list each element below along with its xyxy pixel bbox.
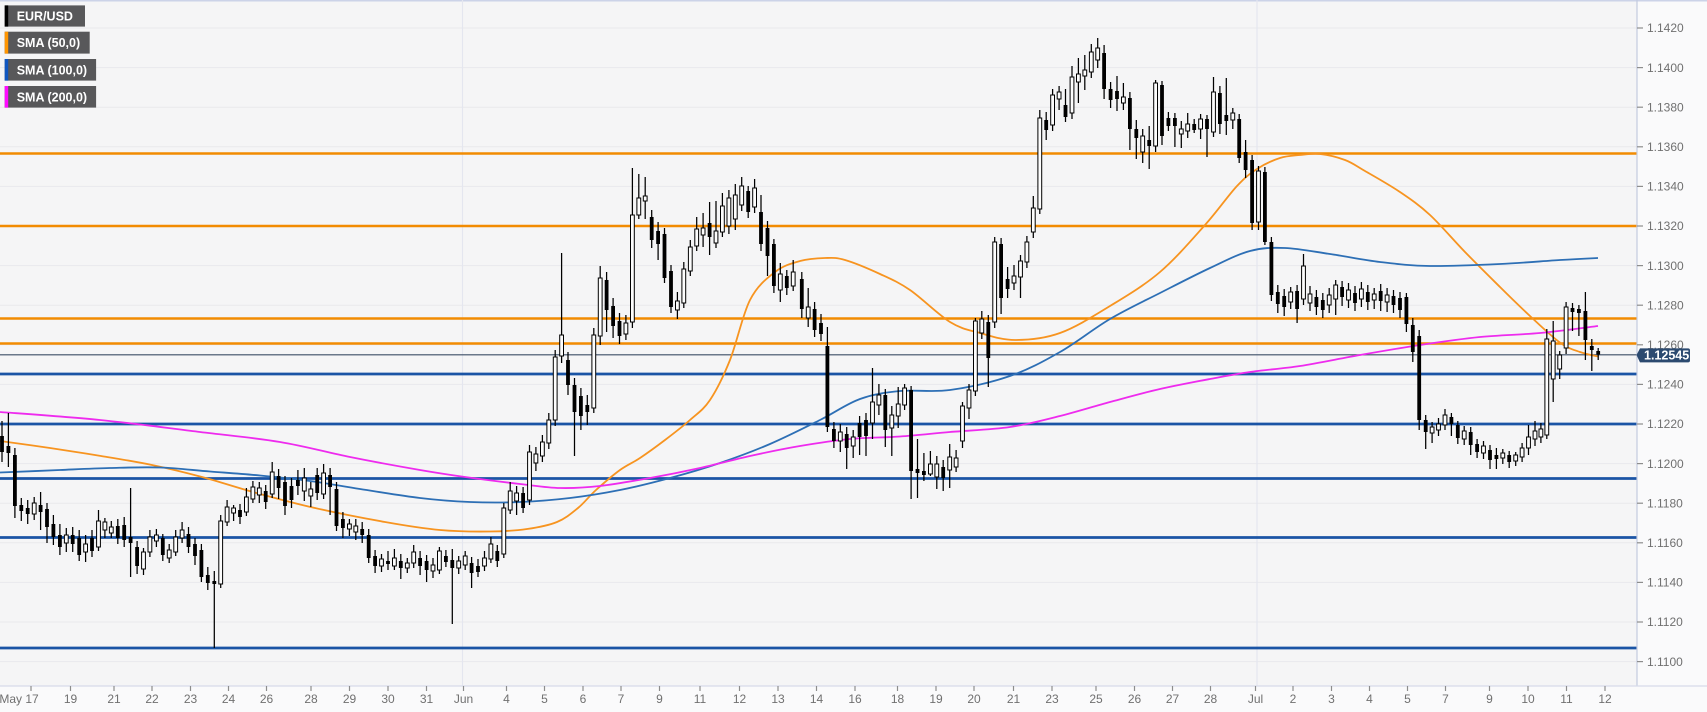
svg-text:1.1180: 1.1180 xyxy=(1647,496,1683,510)
svg-text:25: 25 xyxy=(1089,692,1103,706)
svg-text:22: 22 xyxy=(145,692,159,706)
svg-text:31: 31 xyxy=(420,692,434,706)
svg-text:1.1320: 1.1320 xyxy=(1647,219,1684,233)
svg-text:10: 10 xyxy=(1521,692,1535,706)
svg-text:28: 28 xyxy=(1204,692,1218,706)
svg-text:1.1200: 1.1200 xyxy=(1647,457,1684,471)
svg-text:1.1300: 1.1300 xyxy=(1647,259,1684,273)
svg-text:SMA (200,0): SMA (200,0) xyxy=(17,90,87,104)
svg-text:11: 11 xyxy=(694,692,707,706)
svg-text:18: 18 xyxy=(891,692,905,706)
svg-text:9: 9 xyxy=(1486,692,1493,706)
svg-text:7: 7 xyxy=(1442,692,1449,706)
svg-text:EUR/USD: EUR/USD xyxy=(17,10,73,24)
svg-text:1.1220: 1.1220 xyxy=(1647,417,1684,431)
svg-text:12: 12 xyxy=(1598,692,1612,706)
svg-text:1.1100: 1.1100 xyxy=(1647,655,1683,669)
svg-text:Jul: Jul xyxy=(1248,692,1263,706)
svg-text:6: 6 xyxy=(580,692,587,706)
svg-text:21: 21 xyxy=(107,692,121,706)
svg-text:4: 4 xyxy=(1366,692,1373,706)
svg-text:1.12545: 1.12545 xyxy=(1644,349,1689,363)
svg-text:29: 29 xyxy=(343,692,357,706)
svg-text:1.1380: 1.1380 xyxy=(1647,100,1684,114)
svg-text:23: 23 xyxy=(1045,692,1059,706)
svg-text:14: 14 xyxy=(810,692,824,706)
svg-text:1.1400: 1.1400 xyxy=(1647,61,1684,75)
svg-text:1.1280: 1.1280 xyxy=(1647,298,1684,312)
svg-text:27: 27 xyxy=(1166,692,1180,706)
svg-text:1.1360: 1.1360 xyxy=(1647,140,1684,154)
svg-text:24: 24 xyxy=(222,692,236,706)
svg-text:26: 26 xyxy=(1128,692,1142,706)
svg-text:1.1140: 1.1140 xyxy=(1647,576,1683,590)
svg-text:13: 13 xyxy=(771,692,785,706)
svg-text:23: 23 xyxy=(184,692,198,706)
svg-text:12: 12 xyxy=(733,692,747,706)
svg-text:SMA (50,0): SMA (50,0) xyxy=(17,36,80,50)
svg-text:26: 26 xyxy=(260,692,274,706)
svg-text:1.1160: 1.1160 xyxy=(1647,536,1683,550)
svg-text:4: 4 xyxy=(503,692,510,706)
svg-text:Jun: Jun xyxy=(454,692,473,706)
svg-text:May 17: May 17 xyxy=(0,692,39,706)
svg-text:5: 5 xyxy=(1404,692,1411,706)
svg-text:28: 28 xyxy=(304,692,318,706)
svg-text:21: 21 xyxy=(1007,692,1021,706)
svg-text:16: 16 xyxy=(848,692,862,706)
svg-text:30: 30 xyxy=(381,692,395,706)
svg-text:1.1340: 1.1340 xyxy=(1647,180,1684,194)
svg-text:SMA (100,0): SMA (100,0) xyxy=(17,63,87,77)
svg-text:9: 9 xyxy=(656,692,663,706)
svg-text:19: 19 xyxy=(929,692,943,706)
svg-text:1.1240: 1.1240 xyxy=(1647,378,1684,392)
svg-text:19: 19 xyxy=(64,692,78,706)
svg-text:3: 3 xyxy=(1328,692,1335,706)
svg-text:11: 11 xyxy=(1560,692,1573,706)
svg-text:1.1120: 1.1120 xyxy=(1647,615,1683,629)
svg-text:7: 7 xyxy=(618,692,625,706)
svg-text:5: 5 xyxy=(541,692,548,706)
svg-text:1.1420: 1.1420 xyxy=(1647,21,1684,35)
svg-text:2: 2 xyxy=(1290,692,1297,706)
svg-text:20: 20 xyxy=(967,692,981,706)
